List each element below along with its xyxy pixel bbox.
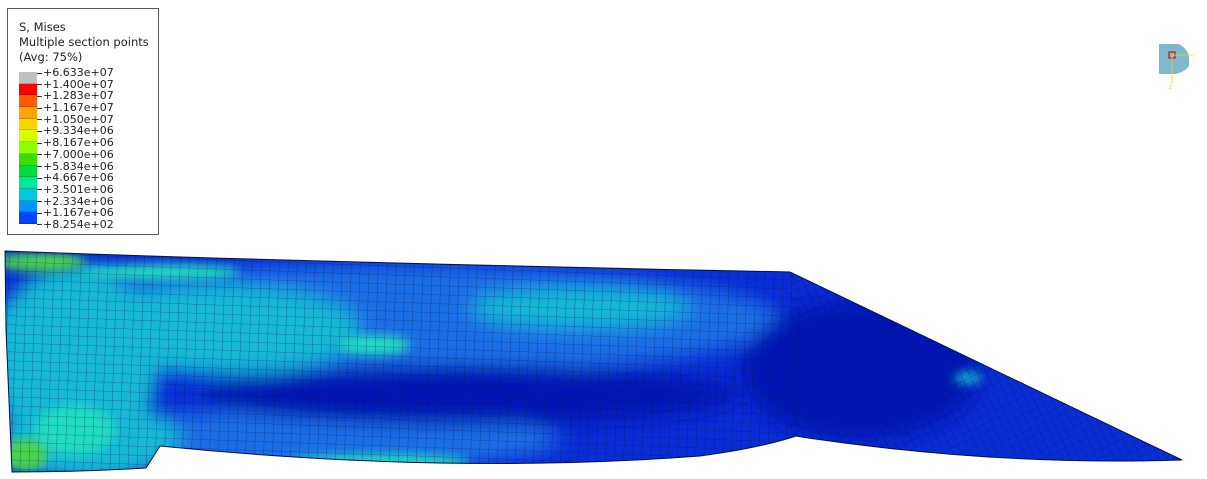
legend-swatch	[19, 118, 37, 131]
legend-swatch	[19, 153, 37, 166]
legend-value: +4.667e+06	[37, 172, 114, 184]
legend-value: +3.501e+06	[37, 184, 114, 196]
legend-value: +1.050e+07	[37, 113, 114, 126]
legend-subtitle: Multiple section points	[19, 35, 149, 49]
stress-contour-fill	[5, 251, 1182, 472]
legend-value: +1.400e+07	[37, 78, 114, 91]
legend-swatch	[19, 212, 37, 224]
legend-averaging: (Avg: 75%)	[19, 50, 83, 64]
legend-value: +1.167e+07	[37, 102, 114, 114]
legend-value-list: +6.633e+07 +1.400e+07 +1.283e+07 +1.167e+07…	[37, 67, 114, 231]
legend-value: +9.334e+06	[37, 125, 114, 137]
x-axis-label: x	[1194, 52, 1195, 59]
legend-value: +2.334e+06	[37, 195, 114, 208]
legend-swatch	[19, 177, 37, 189]
legend-color-bar	[19, 72, 37, 224]
legend-swatch	[19, 72, 37, 84]
legend-swatch	[19, 130, 37, 143]
legend-value: +6.633e+07	[37, 67, 114, 79]
legend-value: +8.254e+02	[37, 219, 114, 231]
legend-value: +5.834e+06	[37, 160, 114, 173]
legend-swatch	[19, 107, 37, 119]
legend-swatch	[19, 142, 37, 154]
legend-swatch	[19, 188, 37, 201]
contour-legend: S, Mises Multiple section points (Avg: 7…	[7, 8, 159, 235]
legend-title: S, Mises	[19, 20, 66, 34]
legend-swatch	[19, 200, 37, 213]
legend-swatch	[19, 165, 37, 178]
legend-value: +1.283e+07	[37, 90, 114, 102]
legend-value: +1.167e+06	[37, 207, 114, 219]
triad-body-icon	[1159, 44, 1189, 74]
orientation-triad: x z	[1159, 44, 1195, 90]
legend-value: +7.000e+06	[37, 148, 114, 161]
legend-swatch	[19, 95, 37, 108]
legend-swatch	[19, 83, 37, 96]
legend-value: +8.167e+06	[37, 137, 114, 149]
z-axis-label: z	[1169, 84, 1172, 90]
